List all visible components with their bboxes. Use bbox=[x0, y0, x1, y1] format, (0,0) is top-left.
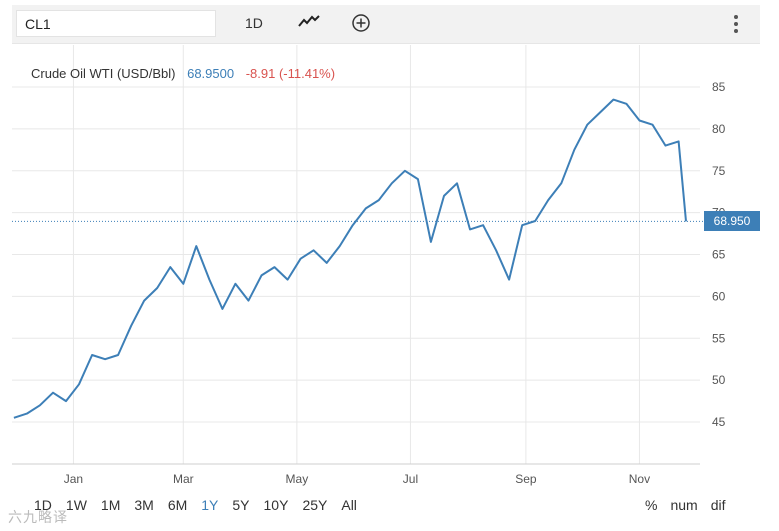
range-3m[interactable]: 3M bbox=[134, 497, 154, 513]
mode-num[interactable]: num bbox=[670, 497, 698, 513]
y-tick-label: 75 bbox=[712, 164, 726, 178]
mode-selector: % num dif bbox=[645, 497, 738, 513]
symbol-input[interactable] bbox=[16, 10, 216, 37]
price-change: -8.91 (-11.41%) bbox=[245, 66, 336, 81]
y-tick-label: 60 bbox=[712, 289, 726, 303]
plus-circle-icon[interactable] bbox=[351, 13, 371, 38]
x-tick-label: Mar bbox=[173, 472, 194, 486]
y-tick-label: 45 bbox=[712, 415, 726, 429]
last-price: 68.9500 bbox=[187, 66, 235, 81]
y-tick-label: 80 bbox=[712, 122, 726, 136]
y-tick-label: 85 bbox=[712, 80, 726, 94]
range-10y[interactable]: 10Y bbox=[263, 497, 289, 513]
watermark: 六九略译 bbox=[8, 509, 68, 525]
x-tick-label: Jul bbox=[403, 472, 418, 486]
mode-percent[interactable]: % bbox=[645, 497, 658, 513]
x-tick-label: Sep bbox=[515, 472, 537, 486]
instrument-name: Crude Oil WTI (USD/Bbl) bbox=[31, 66, 176, 81]
x-tick-label: Nov bbox=[629, 472, 650, 486]
y-tick-label: 55 bbox=[712, 331, 726, 345]
line-chart-icon[interactable] bbox=[298, 13, 320, 34]
x-axis-ticks: Jan Mar May Jul Sep Nov bbox=[64, 472, 650, 486]
range-1d[interactable]: 1D bbox=[34, 497, 52, 513]
x-tick-label: May bbox=[286, 472, 309, 486]
y-axis-ticks: 455055606570758085 bbox=[712, 80, 726, 429]
range-1m[interactable]: 1M bbox=[100, 497, 121, 513]
chart-legend: Crude Oil WTI (USD/Bbl) 68.9500 -8.91 (-… bbox=[31, 66, 335, 81]
y-tick-label: 65 bbox=[712, 248, 726, 262]
range-25y[interactable]: 25Y bbox=[302, 497, 328, 513]
chart-toolbar: 1D bbox=[12, 5, 760, 44]
range-1y[interactable]: 1Y bbox=[201, 497, 219, 513]
range-6m[interactable]: 6M bbox=[167, 497, 188, 513]
range-all[interactable]: All bbox=[341, 497, 357, 513]
interval-button[interactable]: 1D bbox=[245, 15, 263, 31]
range-selector: 1D 1W 1M 3M 6M 1Y 5Y 10Y 25Y All bbox=[34, 497, 371, 513]
last-price-badge: 68.950 bbox=[704, 211, 760, 232]
range-5y[interactable]: 5Y bbox=[232, 497, 250, 513]
price-series-line bbox=[13, 98, 687, 419]
range-1w[interactable]: 1W bbox=[65, 497, 87, 513]
mode-dif[interactable]: dif bbox=[710, 497, 726, 513]
x-tick-label: Jan bbox=[64, 472, 83, 486]
vertical-dots-icon[interactable] bbox=[734, 15, 738, 36]
chart-gridlines bbox=[12, 45, 700, 464]
y-tick-label: 50 bbox=[712, 373, 726, 387]
